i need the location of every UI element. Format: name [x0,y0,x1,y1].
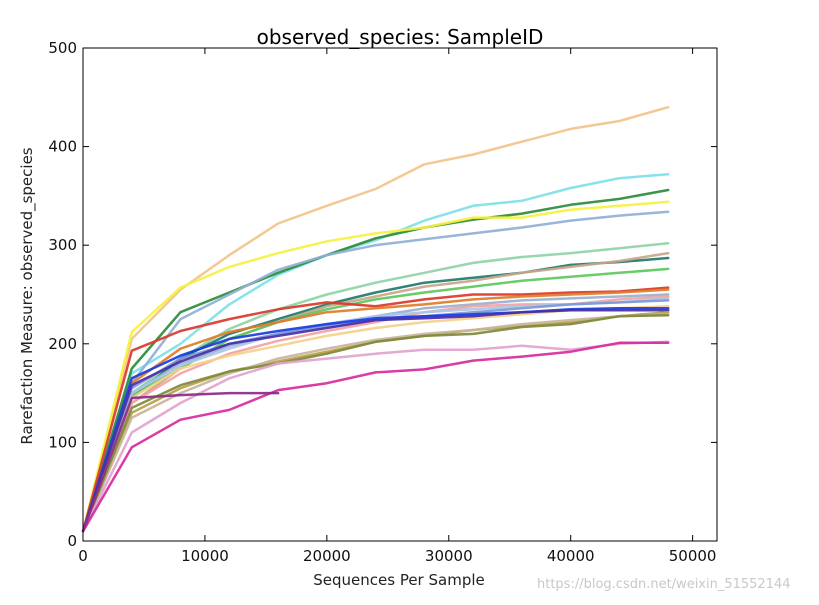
series-line-s18 [81,309,670,533]
series-line-s10 [81,286,670,533]
y-tick-label: 200 [48,335,77,353]
series-line-s11 [81,288,670,533]
x-tick-label: 20000 [303,547,351,565]
x-axis-label: Sequences Per Sample [313,571,485,589]
series-line-s4 [81,200,670,533]
y-tick-label: 0 [67,532,77,550]
y-tick-label: 100 [48,433,77,451]
series-layer [81,105,670,533]
chart-title: observed_species: SampleID [257,25,544,49]
series-line-s2 [81,172,670,533]
x-tick-label: 50000 [669,547,717,565]
series-line-s20 [81,312,670,533]
series-line-s6 [81,241,670,533]
tick-layer: 0 10000 20000 30000 40000 50000 0 100 200 300 400 5… [48,39,717,565]
y-tick-label: 400 [48,138,77,156]
x-tick-label: 40000 [547,547,595,565]
series-line-s3 [81,188,670,533]
series-line-s22 [81,340,670,533]
series-line-s5 [81,210,670,533]
x-tick-label: 30000 [425,547,473,565]
x-tick-label: 10000 [181,547,229,565]
series-line-s21 [81,313,670,533]
series-line-s19 [81,310,670,533]
plot-frame [82,47,718,542]
series-line-s1 [81,105,670,533]
x-tick-label: 0 [78,547,88,565]
watermark: https://blog.csdn.net/weixin_51552144 [537,577,791,592]
y-tick-label: 500 [48,39,77,57]
series-line-s23 [81,341,670,533]
y-tick-label: 300 [48,236,77,254]
series-line-s24 [81,391,280,533]
y-axis-label: Rarefaction Measure: observed_species [18,147,37,444]
